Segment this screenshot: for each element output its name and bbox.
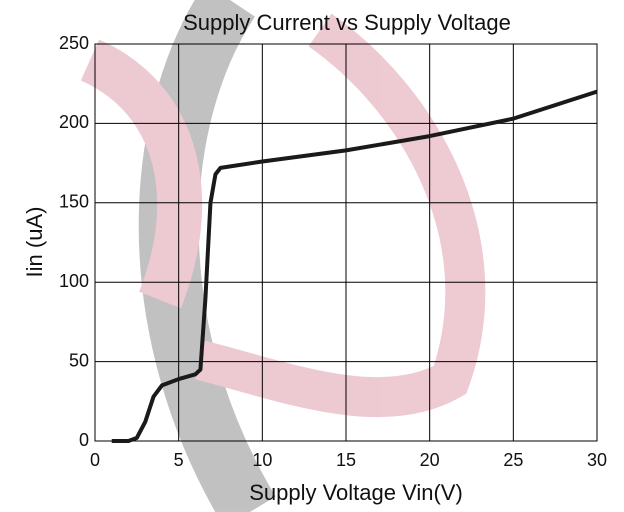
y-tick-label: 200 xyxy=(59,112,89,132)
y-axis-label: Iin (uA) xyxy=(22,207,47,278)
x-tick-label: 25 xyxy=(503,450,523,470)
y-tick-label: 100 xyxy=(59,271,89,291)
watermark-arc xyxy=(80,39,203,309)
watermark xyxy=(80,0,486,512)
x-tick-label: 15 xyxy=(336,450,356,470)
x-tick-label: 5 xyxy=(174,450,184,470)
data-line xyxy=(111,89,598,443)
x-tick-label: 30 xyxy=(587,450,607,470)
x-tick-label: 0 xyxy=(90,450,100,470)
x-tick-label: 10 xyxy=(252,450,272,470)
y-tick-label: 150 xyxy=(59,192,89,212)
x-axis-label: Supply Voltage Vin(V) xyxy=(249,480,463,505)
x-tick-label: 20 xyxy=(420,450,440,470)
chart-title: Supply Current vs Supply Voltage xyxy=(183,10,511,35)
y-tick-label: 250 xyxy=(59,33,89,53)
y-tick-label: 0 xyxy=(79,430,89,450)
watermark-arc xyxy=(195,13,486,418)
watermark-arc xyxy=(138,0,276,512)
y-tick-label: 50 xyxy=(69,350,89,370)
